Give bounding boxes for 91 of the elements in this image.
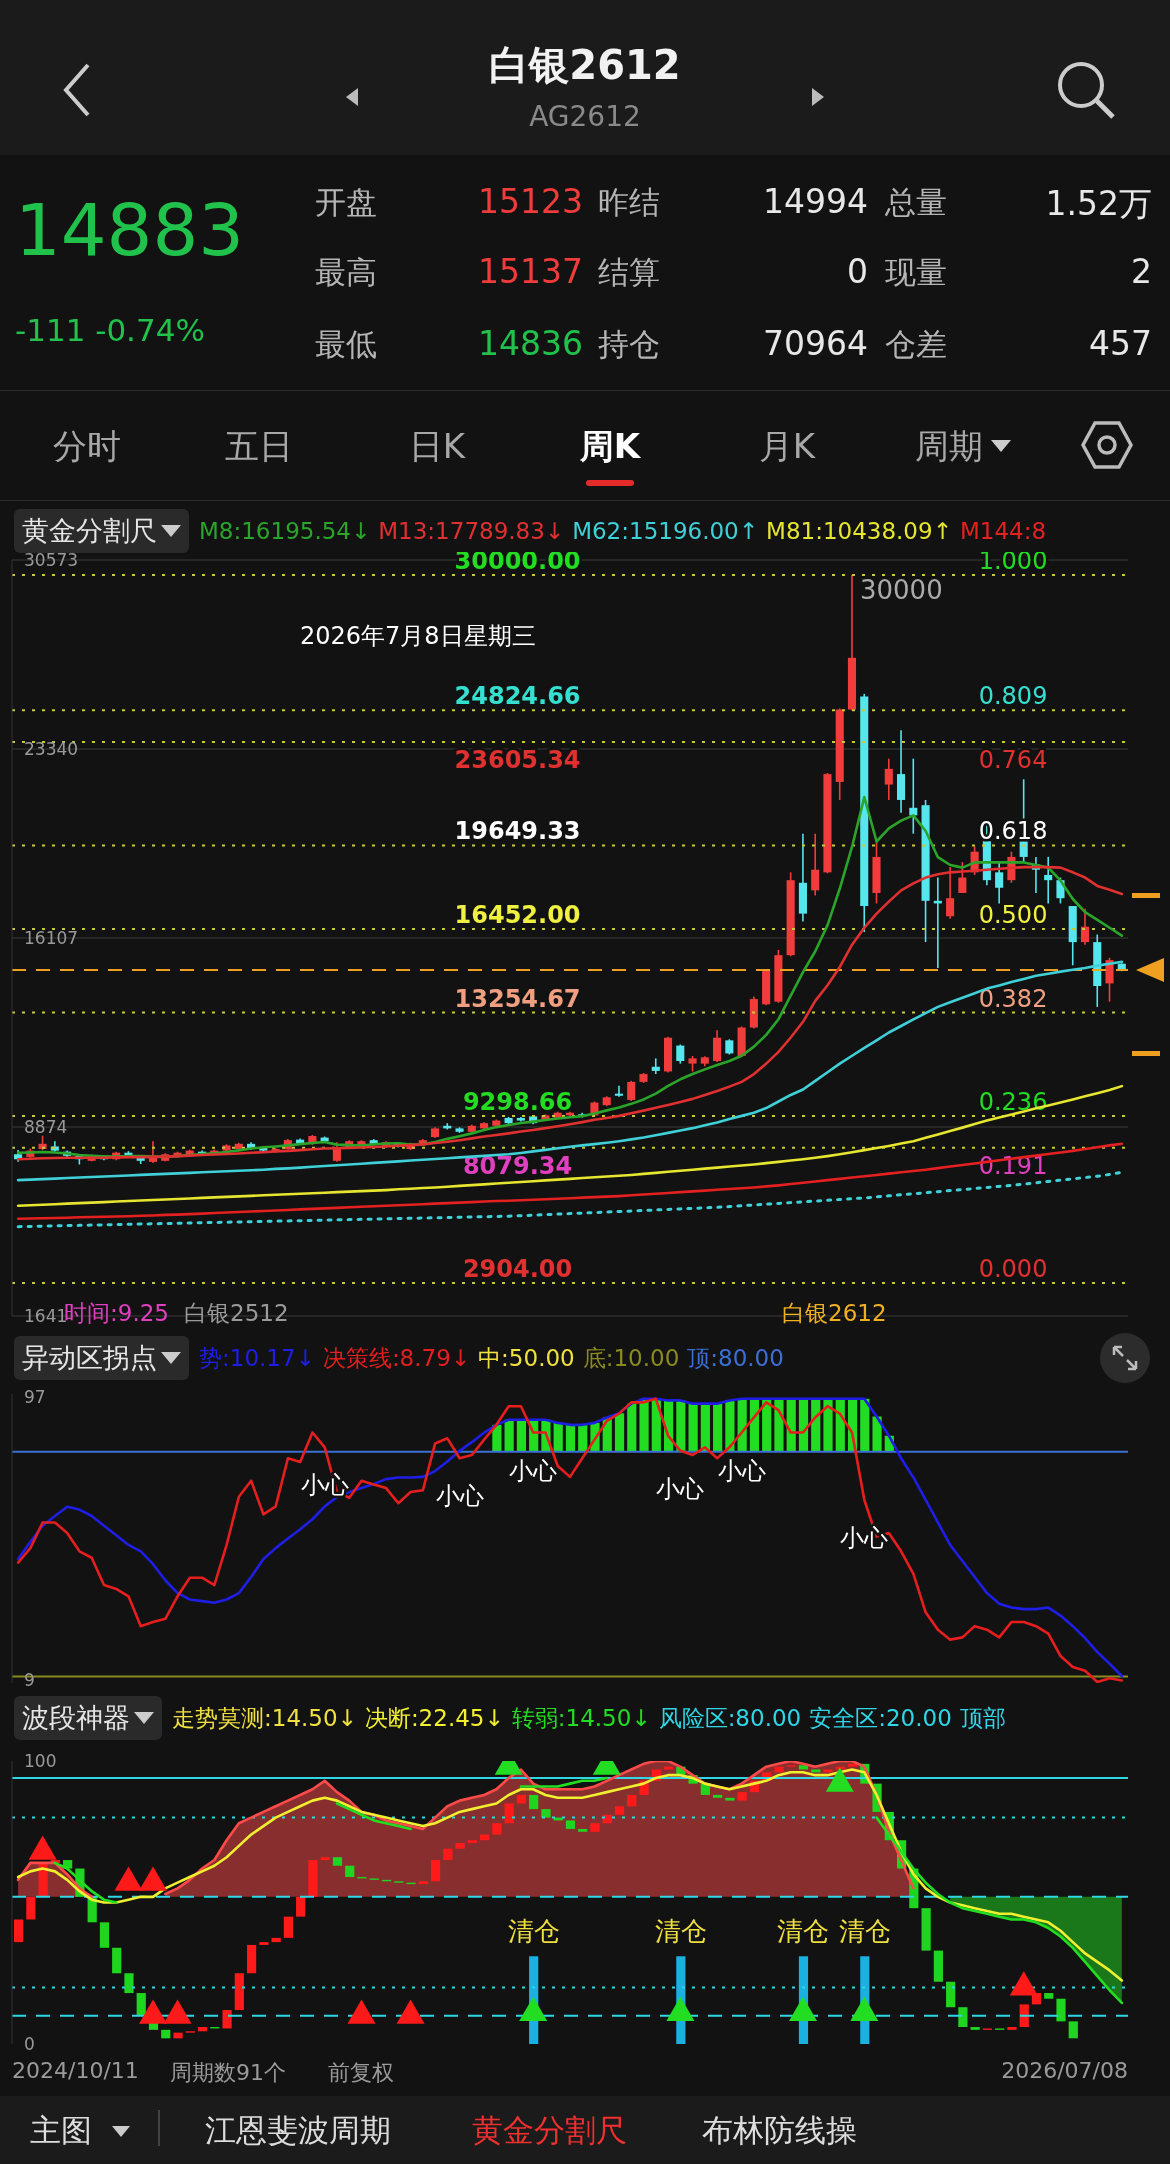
y-tick-label: 16107 xyxy=(24,928,79,948)
text: 15123 xyxy=(477,182,583,221)
y-tick-label: 23340 xyxy=(24,739,79,759)
text: 457 xyxy=(1088,324,1152,363)
y-tick-label: 30573 xyxy=(24,550,79,570)
text: 2 xyxy=(1130,252,1152,291)
ref-line-label: 底:10.00 xyxy=(582,1343,680,1373)
annotation: 0.000 xyxy=(978,1255,1048,1283)
text: 顶部 xyxy=(959,1703,1006,1733)
annotation: 白银2512 xyxy=(184,1299,289,1328)
text: 五日 xyxy=(224,425,294,468)
ref-line-label: 13254.67 xyxy=(454,984,581,1013)
ref-line-label: 23605.34 xyxy=(454,746,581,775)
text: M13:17789.83↓ xyxy=(378,518,565,544)
annotation: 0.236 xyxy=(978,1087,1048,1116)
ref-line-label: 8079.34 xyxy=(462,1151,573,1180)
text: M144:8 xyxy=(959,518,1047,544)
text: 14883 xyxy=(15,188,245,272)
ref-line-label: 安全区:20.00 xyxy=(809,1703,952,1733)
text: 中:50.00 xyxy=(478,1343,575,1373)
text: 布林防线操 xyxy=(702,2111,857,2150)
chart-title: 白银2612 xyxy=(488,41,682,90)
text: 持仓 xyxy=(598,325,660,364)
text: 周期数91个 xyxy=(170,2059,286,2087)
ref-line-label: 30000.00 xyxy=(454,546,581,575)
annotation: 2026年7月8日星期三 xyxy=(300,621,536,652)
ref-line-label: 24824.66 xyxy=(454,682,581,711)
ref-line-label: 风险区:80.00 xyxy=(658,1703,802,1733)
text: 黄金分割尺 xyxy=(472,2111,627,2150)
text: 黄金分割尺 xyxy=(22,514,157,548)
text: 30000 xyxy=(859,574,943,605)
text: 前复权 xyxy=(328,2059,394,2087)
annotation: 1.000 xyxy=(978,546,1048,575)
data-label: 小心 xyxy=(509,1456,558,1485)
chart-title: 波段神器 xyxy=(22,1701,130,1735)
text: 周期 xyxy=(914,425,984,468)
y-tick-label: 8874 xyxy=(24,1117,68,1137)
text: 15137 xyxy=(477,252,583,291)
text: 决断:22.45↓ xyxy=(364,1703,504,1733)
ref-line-label: 顶:80.00 xyxy=(687,1343,784,1373)
text: 最高 xyxy=(315,253,377,292)
ref-line-label: 2904.00 xyxy=(462,1255,573,1283)
data-label: 清仓 xyxy=(777,1916,830,1947)
text: 开盘 xyxy=(315,183,377,222)
data-label: 清仓 xyxy=(507,1916,560,1947)
text: 势:10.17↓ xyxy=(199,1343,315,1373)
text: M62:15196.00↑ xyxy=(572,518,759,544)
text: 1.52万 xyxy=(1044,183,1152,225)
annotation: 0.764 xyxy=(978,746,1048,775)
data-label: 小心 xyxy=(717,1456,766,1485)
text: 江恩斐波周期 xyxy=(205,2111,391,2150)
chart-title: 异动区拐点 xyxy=(22,1341,157,1375)
text: 最低 xyxy=(315,325,377,364)
ref-line-label: 9298.66 xyxy=(462,1087,573,1116)
text: 月K xyxy=(757,425,817,468)
text: 走势莫测:14.50↓ xyxy=(172,1703,357,1733)
text: 决策线:8.79↓ xyxy=(322,1343,471,1373)
ref-line-label: 19649.33 xyxy=(454,817,581,846)
text: 2026/07/08 xyxy=(1000,2058,1128,2083)
data-label: 小心 xyxy=(840,1523,889,1552)
text: -111 -0.74% xyxy=(15,312,205,348)
text: 转弱:14.50↓ xyxy=(511,1703,651,1733)
y-tick-label: 100 xyxy=(24,1751,57,1771)
text: 分时 xyxy=(52,425,122,468)
y-tick-label: 97 xyxy=(24,1387,46,1408)
text: 仓差 xyxy=(885,325,947,364)
data-label: 小心 xyxy=(435,1482,484,1511)
text: 昨结 xyxy=(598,183,660,222)
annotation: 0.500 xyxy=(978,900,1048,929)
text: 主图 xyxy=(30,2111,92,2150)
text: 总量 xyxy=(885,183,947,222)
data-label: 清仓 xyxy=(838,1916,891,1947)
text: 周K xyxy=(578,425,642,468)
ref-line-label: 16452.00 xyxy=(454,900,581,929)
chart-subtitle: AG2612 xyxy=(528,100,642,133)
text: 14836 xyxy=(477,324,583,363)
text: 现量 xyxy=(885,253,947,292)
text: 0 xyxy=(846,252,868,291)
text: 日K xyxy=(407,425,467,468)
text: 14994 xyxy=(762,182,868,221)
text: M81:10438.09↑ xyxy=(766,518,952,544)
text: 2024/10/11 xyxy=(12,2058,139,2083)
data-label: 小心 xyxy=(656,1474,705,1503)
annotation: 白银2612 xyxy=(782,1299,887,1328)
annotation: 0.382 xyxy=(978,984,1048,1013)
data-label: 清仓 xyxy=(654,1916,707,1947)
text: 结算 xyxy=(598,253,660,292)
text: 70964 xyxy=(762,324,868,363)
y-tick-label: 0 xyxy=(24,2034,35,2054)
annotation: 0.809 xyxy=(978,682,1048,711)
text: M8:16195.54↓ xyxy=(199,518,371,544)
